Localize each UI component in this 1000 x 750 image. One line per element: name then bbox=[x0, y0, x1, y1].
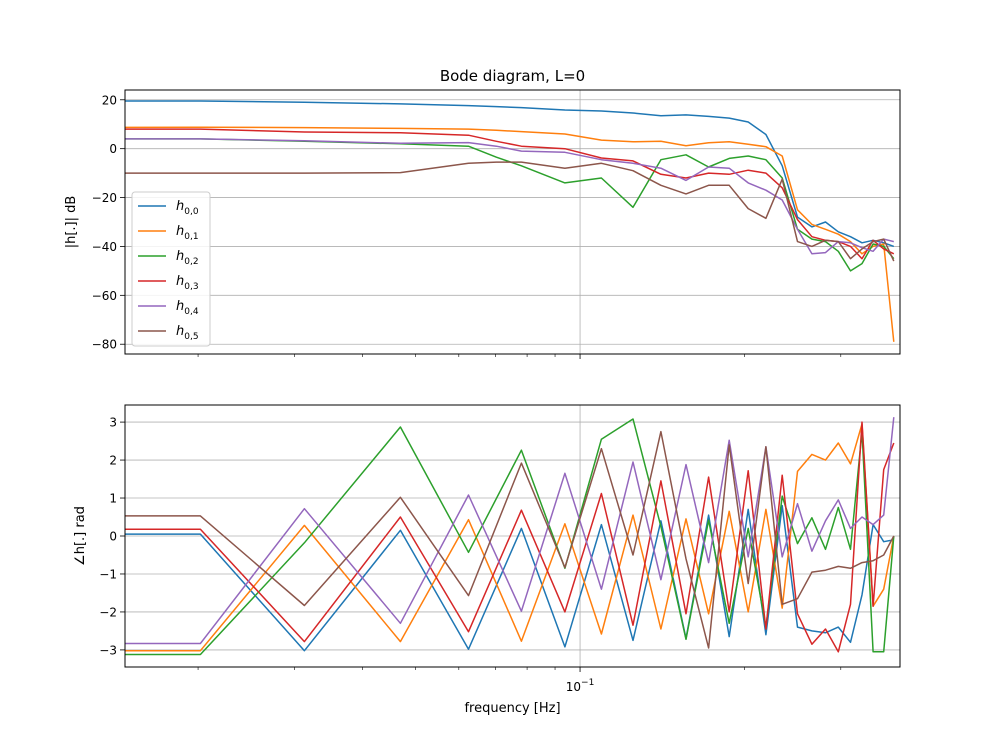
legend-entry: h0,0 bbox=[176, 199, 199, 217]
phase-line-series-2 bbox=[125, 418, 895, 656]
legend-entry: h0,5 bbox=[176, 324, 199, 342]
magnitude-ticks: 20 0 −20 −40 −60 −80 bbox=[92, 93, 842, 359]
magnitude-line-series-1 bbox=[124, 126, 895, 342]
y-tick-label: 0 bbox=[109, 530, 117, 544]
y-tick-label: 1 bbox=[109, 492, 117, 506]
y-tick-label: 0 bbox=[109, 142, 117, 156]
phase-grid bbox=[125, 405, 900, 667]
magnitude-line-series-4 bbox=[125, 138, 894, 255]
legend: h0,0 h0,1 h0,2 h0,3 h0,4 h0,5 bbox=[131, 191, 211, 347]
legend-entry: h0,4 bbox=[176, 299, 199, 317]
magnitude-line-series-2 bbox=[125, 138, 895, 272]
legend-entry: h0,1 bbox=[176, 224, 199, 242]
legend-entry: h0,3 bbox=[176, 274, 199, 292]
y-tick-label: −2 bbox=[99, 605, 117, 619]
y-tick-label: −20 bbox=[92, 191, 117, 205]
phase-line-series-0 bbox=[125, 504, 894, 652]
phase-line-series-4 bbox=[125, 417, 895, 645]
magnitude-series bbox=[124, 100, 895, 342]
phase-line-series-1 bbox=[125, 423, 895, 652]
y-tick-label: 3 bbox=[109, 416, 117, 430]
y-tick-label: −40 bbox=[92, 240, 117, 254]
chart-title: Bode diagram, L=0 bbox=[440, 67, 585, 85]
phase-series bbox=[125, 417, 895, 656]
y-tick-label: −60 bbox=[92, 289, 117, 303]
y-tick-label: 20 bbox=[102, 93, 117, 107]
x-tick-label: 10−1 bbox=[566, 678, 595, 694]
magnitude-line-series-3 bbox=[125, 128, 895, 260]
magnitude-line-series-0 bbox=[125, 100, 895, 248]
y-tick-label: −3 bbox=[99, 643, 117, 657]
phase-line-series-5 bbox=[125, 430, 895, 649]
y-tick-label: −1 bbox=[99, 567, 117, 581]
magnitude-line-series-5 bbox=[125, 161, 895, 262]
y-tick-label: 2 bbox=[109, 454, 117, 468]
magnitude-axes-frame bbox=[124, 89, 901, 355]
legend-entry: h0,2 bbox=[176, 249, 199, 267]
x-axis-label: frequency [Hz] bbox=[464, 701, 560, 716]
magnitude-ylabel: |h[.]| dB bbox=[64, 196, 79, 249]
phase-line-series-3 bbox=[125, 421, 895, 653]
y-tick-label: −80 bbox=[92, 338, 117, 352]
magnitude-plot: 200−20−40−60−80 |h[.]| dB h0,0h0,1h0,2h0… bbox=[64, 89, 901, 359]
phase-ylabel: ∠h[.] rad bbox=[73, 506, 88, 566]
